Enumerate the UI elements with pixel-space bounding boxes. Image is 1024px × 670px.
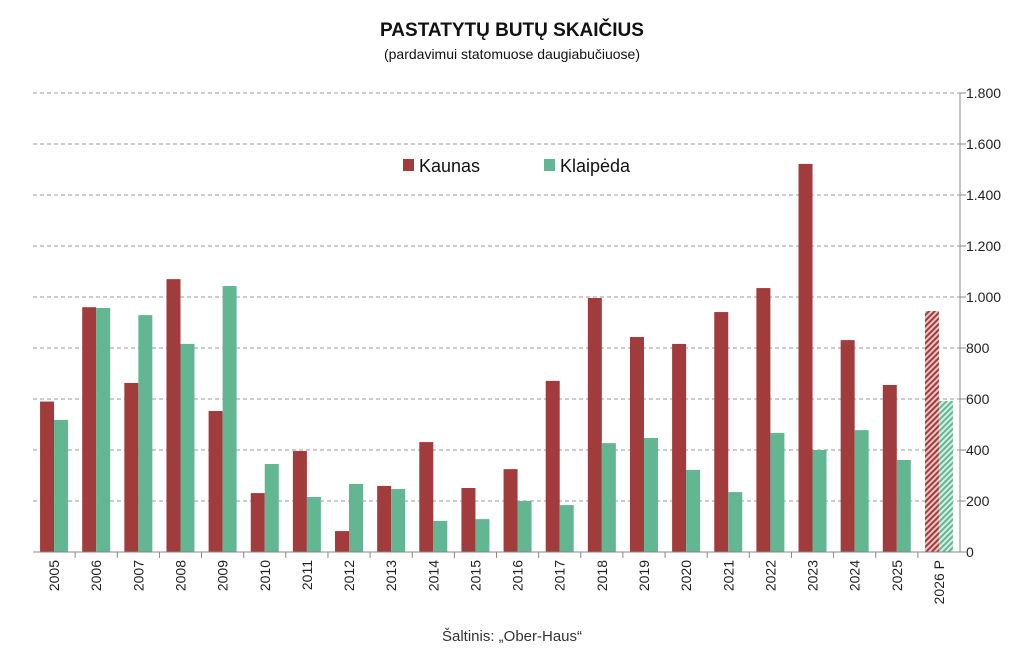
- bar-kaunas-2017: [545, 380, 560, 552]
- bar-klaipėda-2018: [601, 443, 616, 552]
- y-tick-label: 200: [966, 493, 990, 509]
- bar-klaipėda-2017: [559, 505, 574, 552]
- x-tick-label: 2016: [510, 560, 526, 591]
- y-tick-label: 1.600: [966, 136, 1001, 152]
- bar-kaunas-2024: [840, 340, 855, 552]
- x-tick-label: 2005: [46, 560, 62, 591]
- bar-kaunas-2013: [377, 485, 392, 552]
- x-tick-label: 2008: [172, 560, 188, 591]
- x-tick-label: 2026 P: [931, 560, 947, 604]
- bar-klaipėda-2007: [138, 315, 153, 552]
- legend-label-0: Kaunas: [419, 156, 480, 176]
- x-tick-label: 2025: [889, 560, 905, 591]
- bar-klaipėda-2013: [391, 489, 406, 552]
- bar-kaunas-2021: [714, 312, 729, 552]
- y-tick-label: 400: [966, 442, 990, 458]
- bar-klaipėda-2008: [180, 343, 195, 552]
- x-tick-label: 2020: [678, 560, 694, 591]
- bar-klaipėda-2006: [96, 307, 111, 552]
- chart-source: Šaltinis: „Ober-Haus“: [441, 628, 583, 645]
- bar-klaipėda-2011: [306, 496, 321, 552]
- bar-klaipėda-2020: [686, 469, 701, 552]
- chart-title: PASTATYTŲ BUTŲ SKAIČIUS: [380, 20, 644, 41]
- bar-klaipėda-2015: [475, 519, 490, 552]
- bar-kaunas-2020: [672, 343, 687, 552]
- legend-swatch-0: [403, 159, 414, 171]
- bar-kaunas-2011: [292, 451, 307, 552]
- y-tick-label: 1.400: [966, 187, 1001, 203]
- bar-klaipėda-2005: [54, 419, 69, 552]
- x-tick-label: 2007: [130, 560, 146, 591]
- y-tick-label: 600: [966, 391, 990, 407]
- bar-kaunas-2012: [335, 531, 350, 552]
- bar-klaipėda-2019: [643, 438, 658, 552]
- y-tick-label: 800: [966, 340, 990, 356]
- chart-subtitle: (pardavimui statomuose daugiabučiuose): [383, 46, 641, 62]
- x-tick-label: 2011: [299, 560, 315, 590]
- bar-kaunas-2009: [208, 410, 223, 552]
- bar-klaipėda-2010: [264, 464, 279, 552]
- bar-kaunas-2015: [461, 487, 476, 552]
- bar-kaunas-2019: [629, 337, 644, 552]
- bar-klaipėda-2023: [812, 450, 827, 552]
- bar-kaunas-2005: [40, 401, 55, 552]
- x-tick-label: 2021: [720, 560, 736, 591]
- bar-kaunas-2006: [82, 307, 97, 552]
- x-tick-label: 2006: [88, 560, 104, 591]
- x-tick-label: 2017: [552, 560, 568, 591]
- bar-klaipėda-2021: [728, 492, 743, 552]
- x-tick-label: 2022: [762, 560, 778, 591]
- y-tick-label: 1.000: [966, 289, 1001, 305]
- bar-kaunas-2025: [882, 384, 897, 552]
- legend-swatch-1: [544, 159, 555, 171]
- bar-klaipėda-2025: [896, 459, 911, 552]
- bar-klaipėda-2014: [433, 520, 448, 552]
- bar-kaunas-2018: [587, 298, 602, 552]
- bar-klaipėda-2016: [517, 501, 532, 552]
- x-tick-label: 2024: [847, 560, 863, 591]
- legend-label-1: Klaipėda: [560, 156, 631, 176]
- bar-klaipėda-2026P: [938, 401, 953, 552]
- bar-klaipėda-2012: [349, 483, 364, 552]
- x-tick-label: 2009: [215, 560, 231, 591]
- x-tick-label: 2019: [636, 560, 652, 591]
- x-tick-label: 2015: [467, 560, 483, 591]
- bar-kaunas-2007: [124, 382, 139, 552]
- bar-kaunas-2022: [756, 288, 771, 552]
- x-tick-label: 2018: [594, 560, 610, 591]
- bar-kaunas-2023: [798, 163, 813, 552]
- y-tick-label: 0: [966, 544, 974, 560]
- x-tick-label: 2014: [425, 560, 441, 591]
- bar-kaunas-2026P: [924, 311, 939, 552]
- bar-klaipėda-2022: [770, 432, 785, 552]
- y-tick-label: 1.200: [966, 238, 1001, 254]
- x-tick-label: 2023: [805, 560, 821, 591]
- bar-klaipėda-2024: [854, 430, 869, 552]
- bar-kaunas-2010: [250, 493, 265, 552]
- x-tick-label: 2012: [341, 560, 357, 591]
- x-tick-label: 2013: [383, 560, 399, 591]
- x-tick-label: 2010: [257, 560, 273, 591]
- bar-kaunas-2016: [503, 469, 518, 552]
- bar-kaunas-2014: [419, 442, 434, 552]
- bar-klaipėda-2009: [222, 286, 237, 552]
- bar-kaunas-2008: [166, 279, 181, 552]
- y-tick-label: 1.800: [966, 85, 1001, 101]
